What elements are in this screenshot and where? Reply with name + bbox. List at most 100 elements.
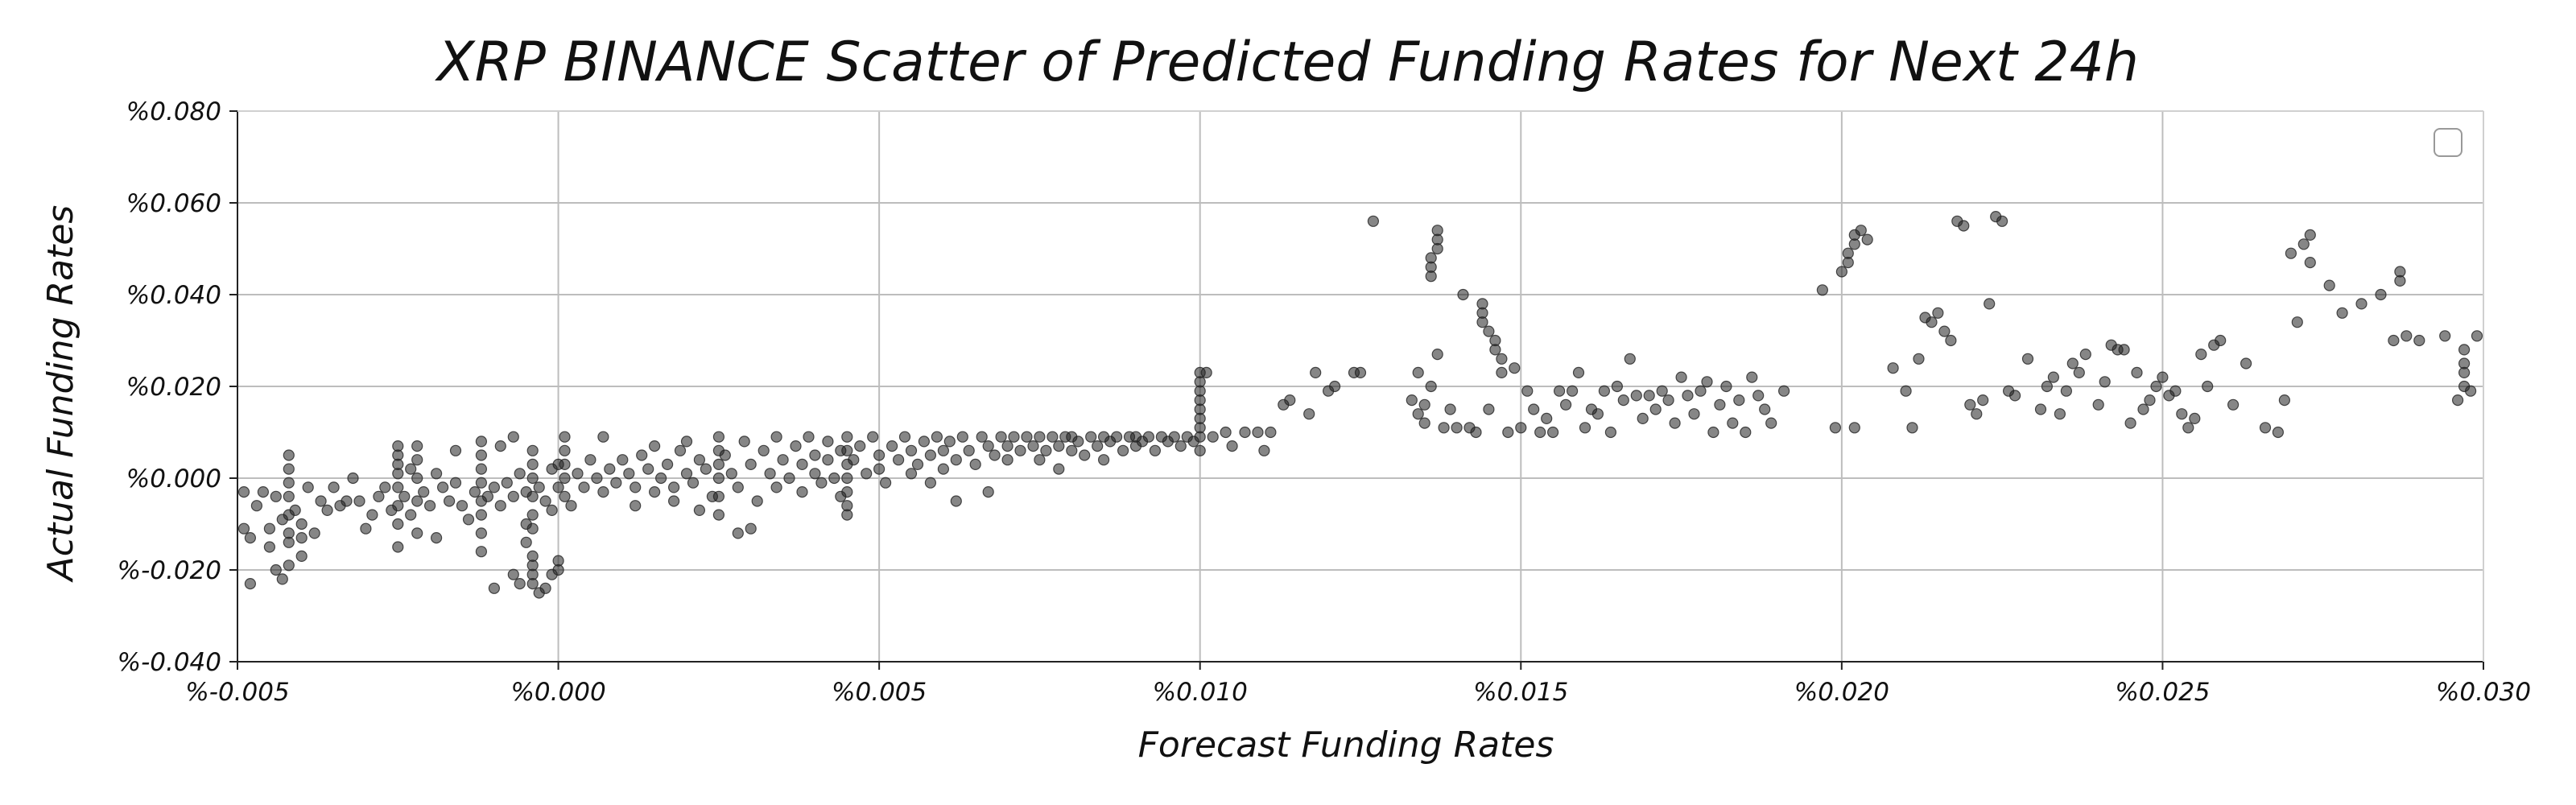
data-point [270,564,282,576]
data-point [572,468,584,480]
data-point [937,463,950,475]
data-point [526,444,539,456]
data-point [1406,394,1418,407]
data-point [1040,444,1052,456]
data-point [1431,349,1443,361]
y-axis-label: Actual Funding Rates [40,205,81,584]
data-point [1630,390,1642,402]
data-point [1226,440,1238,452]
tick-labels: %-0.005 %0.000 %0.005 %0.010 %0.015 %0.020 %0.… [118,97,2531,707]
data-point [2297,238,2310,250]
data-point [712,472,725,485]
data-point [411,472,423,485]
data-point [995,431,1007,443]
data-point [449,444,462,456]
data-point [1977,394,1989,407]
data-point [1714,398,1726,411]
data-point [597,431,609,443]
data-point [1483,325,1495,337]
data-point [2240,357,2252,369]
data-point [1816,284,1828,296]
data-point [667,495,680,507]
data-point [738,436,750,448]
data-point [630,500,642,512]
data-point [2388,334,2400,347]
data-point [1553,385,1566,397]
data-point [828,472,840,485]
data-point [712,431,725,443]
data-point [514,468,526,480]
data-point [1194,444,1206,456]
data-point [2291,316,2303,328]
data-point [1509,362,1521,374]
data-point [1515,422,1527,434]
data-point [770,431,782,443]
data-point [2227,398,2240,411]
data-point [1913,353,1925,365]
data-point [315,495,327,507]
data-point [969,458,981,471]
data-point [1451,422,1463,434]
data-point [481,490,494,502]
data-point [648,440,661,452]
data-point [392,518,404,530]
data-point [764,468,776,480]
data-point [1053,440,1065,452]
data-point [1444,403,1456,415]
data-point [430,531,443,544]
data-point [250,500,262,512]
data-point [873,449,886,461]
data-point [1675,371,1687,383]
data-point [1900,385,1912,397]
data-point [2060,385,2072,397]
data-point [2079,349,2091,361]
data-point [636,449,648,461]
data-point [1008,431,1020,443]
data-point [1027,440,1039,452]
data-point [867,431,879,443]
data-point [693,454,706,466]
data-point [610,477,622,489]
data-point [494,440,506,452]
y-tick-label: %0.020 [126,373,221,402]
data-point [1258,444,1270,456]
data-point [398,490,411,502]
data-point [1695,385,1707,397]
data-point [1072,436,1084,448]
data-point [507,568,519,580]
data-point [533,481,545,493]
data-point [2189,412,2201,425]
data-point [552,481,564,493]
data-point [700,463,712,475]
data-point [263,541,275,553]
data-point [719,449,731,461]
data-point [475,436,488,448]
data-point [488,582,501,594]
data-point [815,477,828,489]
data-point [1765,417,1777,429]
data-point [257,485,269,498]
data-point [276,573,288,585]
data-point [2272,426,2284,439]
x-tick-label: %0.020 [1794,678,1889,707]
y-tick-label: %0.040 [126,281,221,310]
data-point [526,577,539,590]
data-point [283,559,295,572]
data-point [1932,307,1944,319]
data-point [270,490,282,502]
data-point [392,500,404,512]
data-point [2195,349,2207,361]
data-point [360,522,372,535]
data-point [559,431,571,443]
data-point [2182,422,2194,434]
data-point [1541,412,1553,425]
data-point [1001,454,1013,466]
data-point [809,468,821,480]
data-point [1656,385,1668,397]
data-point [405,509,417,521]
data-point [1483,403,1495,415]
data-point [2150,380,2162,393]
data-point [943,436,956,448]
data-point [1284,394,1296,407]
data-point [879,477,892,489]
